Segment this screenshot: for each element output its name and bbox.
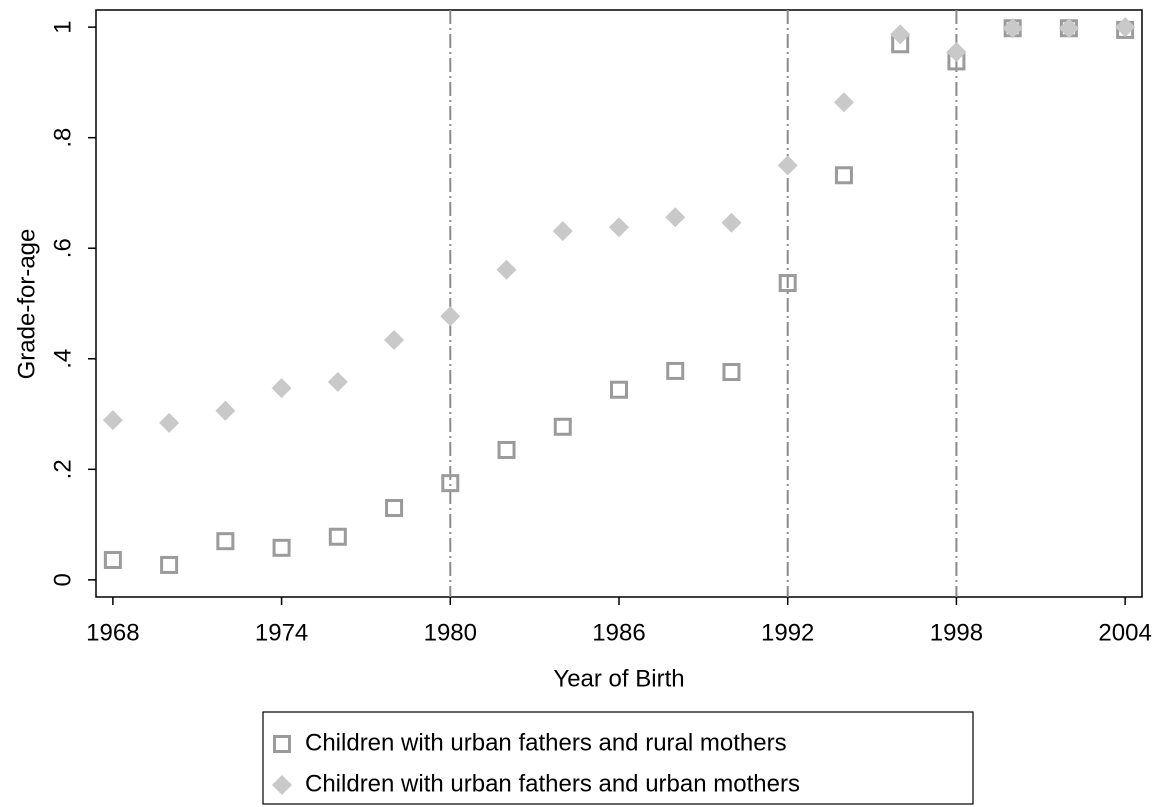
square-marker — [160, 555, 179, 574]
diamond-marker — [271, 378, 292, 399]
diamond-marker — [552, 221, 573, 242]
diamond-marker — [159, 412, 180, 433]
square-marker — [610, 380, 628, 399]
square-marker — [778, 274, 797, 293]
diamond-marker — [215, 400, 236, 421]
plot-frame — [95, 9, 1143, 598]
square-marker — [328, 527, 347, 546]
square-marker — [666, 361, 685, 380]
x-tick-label: 1974 — [255, 619, 308, 646]
square-marker — [441, 474, 460, 493]
square-marker — [553, 417, 572, 436]
y-tick-label: .6 — [49, 238, 76, 258]
y-tick-label: .8 — [49, 128, 76, 148]
square-marker — [834, 166, 853, 185]
square-marker — [216, 532, 235, 551]
diamond-marker — [1058, 18, 1079, 39]
x-tick-label: 1998 — [930, 619, 983, 646]
square-marker — [722, 363, 741, 382]
legend — [262, 711, 974, 805]
y-axis-title: Grade-for-age — [13, 229, 40, 380]
x-tick-label: 1992 — [761, 619, 814, 646]
diamond-marker — [890, 24, 911, 45]
diamond-marker — [496, 259, 517, 280]
x-tick-label: 1968 — [86, 619, 139, 646]
x-tick-label: 2004 — [1098, 619, 1151, 646]
y-tick-label: .2 — [49, 459, 76, 479]
legend-label: Children with urban fathers and urban mo… — [305, 770, 800, 797]
diamond-marker — [1115, 17, 1136, 38]
square-marker — [273, 735, 291, 753]
diamond-marker — [102, 410, 123, 431]
y-tick-label: 0 — [49, 573, 76, 586]
diamond-marker — [1002, 18, 1023, 39]
diamond-marker — [777, 155, 798, 176]
square-marker — [272, 538, 291, 557]
y-tick-label: .4 — [49, 349, 76, 369]
square-marker — [497, 440, 516, 459]
square-marker — [385, 499, 404, 518]
x-axis-title: Year of Birth — [553, 665, 684, 692]
diamond-marker — [272, 775, 292, 795]
y-tick-label: 1 — [49, 20, 76, 33]
diamond-marker — [721, 212, 742, 233]
x-tick-label: 1980 — [424, 619, 477, 646]
square-marker — [103, 550, 122, 569]
diamond-marker — [440, 306, 461, 327]
diamond-marker — [665, 207, 686, 228]
diamond-marker — [609, 217, 629, 238]
diamond-marker — [327, 371, 348, 392]
x-tick-label: 1986 — [592, 619, 645, 646]
legend-label: Children with urban fathers and rural mo… — [305, 729, 787, 756]
diamond-marker — [946, 42, 967, 63]
diamond-marker — [384, 329, 405, 350]
diamond-marker — [833, 92, 854, 113]
